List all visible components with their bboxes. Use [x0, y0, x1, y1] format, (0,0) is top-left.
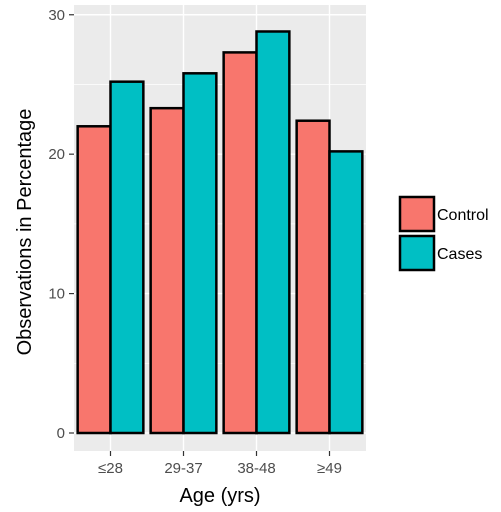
x-tick-label: ≤28 [98, 460, 123, 477]
bar-cases [328, 150, 364, 435]
legend-label-cases: Cases [437, 246, 482, 263]
bar-control [149, 106, 185, 435]
bar-control [222, 51, 258, 435]
y-tick-label: 20 [48, 146, 65, 163]
bar-control [76, 125, 112, 435]
bar-cases [255, 30, 291, 435]
bar-cases [109, 80, 145, 435]
bars [76, 30, 364, 435]
x-axis-title: Age (yrs) [179, 485, 260, 507]
legend-key-cases [398, 234, 436, 272]
bar-cases [182, 72, 218, 435]
x-tick-label: 29-37 [164, 460, 202, 477]
y-tick-label: 10 [48, 286, 65, 303]
y-tick-label: 30 [48, 7, 65, 24]
y-tick-label: 0 [57, 425, 65, 442]
bar-control [295, 119, 331, 435]
legend-key-control [398, 195, 436, 233]
axes: 0 10 20 30 ≤28 29-37 38-48 ≥49 [48, 7, 342, 477]
x-tick-label: 38-48 [237, 460, 275, 477]
legend-label-control: Control [437, 207, 489, 224]
y-axis-title: Observations in Percentage [14, 109, 36, 356]
x-tick-label: ≥49 [317, 460, 342, 477]
legend: Control Cases [398, 195, 489, 272]
